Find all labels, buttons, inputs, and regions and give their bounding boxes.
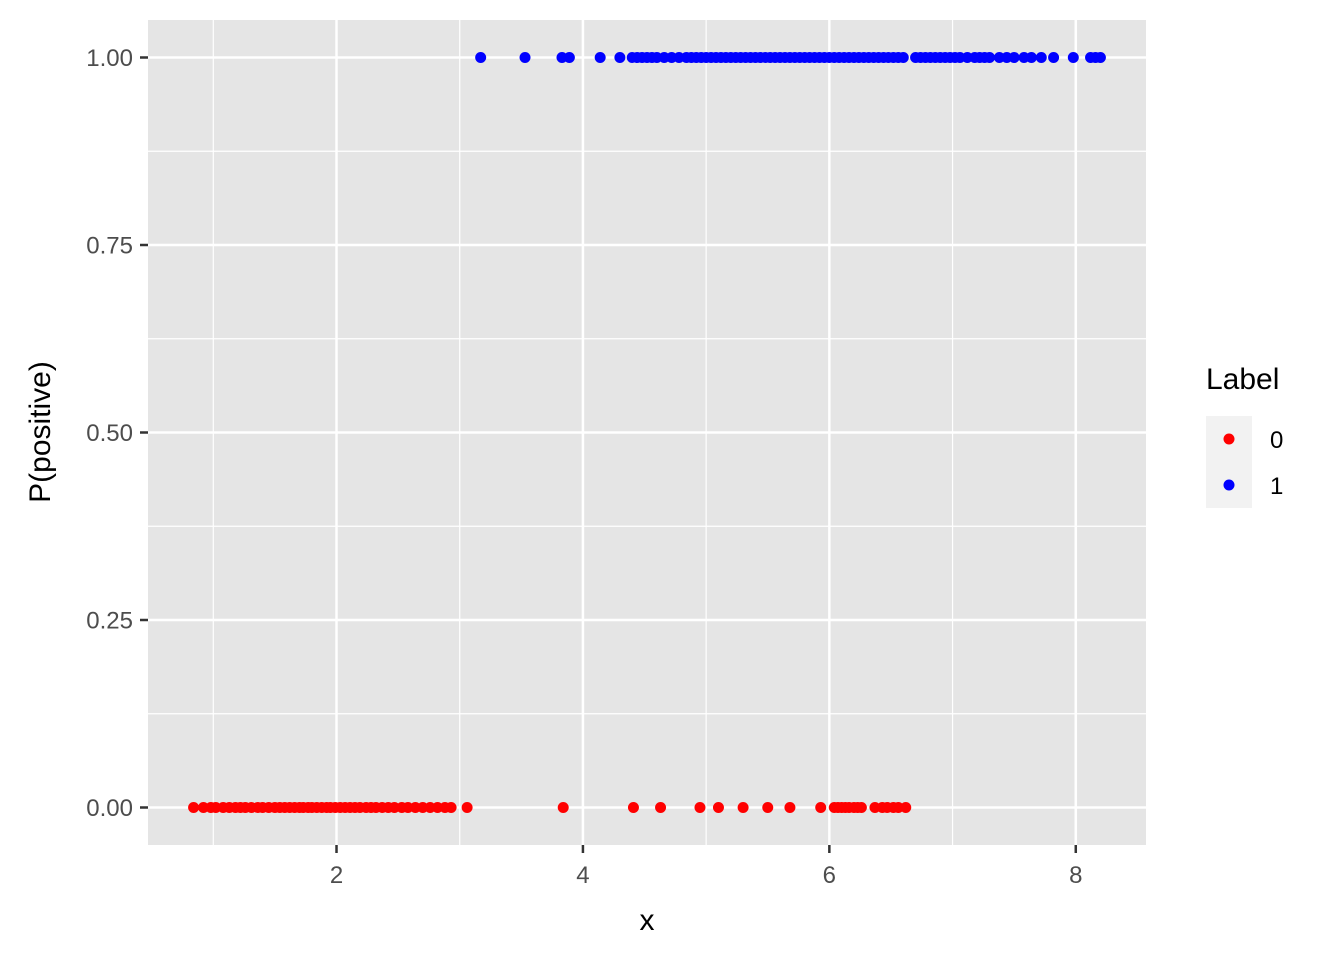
x-tick-label: 4: [576, 862, 589, 889]
legend-key-0: [1223, 433, 1235, 445]
data-point-label-1: [1048, 52, 1060, 63]
data-point-label-0: [737, 802, 749, 813]
data-point-label-1: [519, 52, 531, 63]
data-point-label-1: [1008, 52, 1020, 63]
legend-key-background: [1206, 416, 1252, 508]
data-point-label-0: [445, 802, 457, 813]
data-point-label-0: [188, 802, 200, 813]
y-tick-label: 0.50: [86, 420, 133, 447]
data-point-label-1: [594, 52, 606, 63]
data-point-label-0: [784, 802, 796, 813]
legend-label-0: 0: [1270, 427, 1283, 454]
x-tick-label: 8: [1069, 862, 1082, 889]
data-point-label-1: [614, 52, 626, 63]
data-point-label-0: [655, 802, 667, 813]
data-point-label-0: [815, 802, 827, 813]
data-point-label-0: [461, 802, 473, 813]
legend-title: Label: [1206, 363, 1279, 396]
y-axis: 0.00 0.25 0.50 0.75 1.00: [86, 45, 148, 822]
y-tick-label: 1.00: [86, 45, 133, 72]
data-point-label-0: [762, 802, 774, 813]
data-point-label-1: [475, 52, 487, 63]
data-point-label-1: [1067, 52, 1079, 63]
x-tick-label: 2: [330, 862, 343, 889]
x-axis-title: x: [640, 904, 655, 937]
y-tick-label: 0.00: [86, 795, 133, 822]
data-point-label-0: [900, 802, 912, 813]
grid-major: [148, 20, 1146, 845]
data-point-label-1: [563, 52, 575, 63]
data-point-label-0: [557, 802, 569, 813]
data-points: [188, 52, 1106, 813]
y-tick-label: 0.25: [86, 608, 133, 635]
data-point-label-1: [984, 52, 996, 63]
data-point-label-1: [1035, 52, 1047, 63]
data-point-label-0: [855, 802, 867, 813]
legend-label-1: 1: [1270, 473, 1283, 500]
data-point-label-0: [694, 802, 706, 813]
legend-key-1: [1223, 479, 1235, 491]
data-point-label-0: [627, 802, 639, 813]
data-point-label-0: [712, 802, 724, 813]
data-point-label-1: [897, 52, 909, 63]
legend: Label 0 1: [1206, 363, 1283, 508]
y-axis-title: P(positive): [24, 361, 57, 503]
y-tick-label: 0.75: [86, 233, 133, 260]
x-tick-label: 6: [823, 862, 836, 889]
x-axis: 2 4 6 8: [330, 845, 1082, 889]
data-point-label-1: [1094, 52, 1106, 63]
data-point-label-1: [1025, 52, 1037, 63]
